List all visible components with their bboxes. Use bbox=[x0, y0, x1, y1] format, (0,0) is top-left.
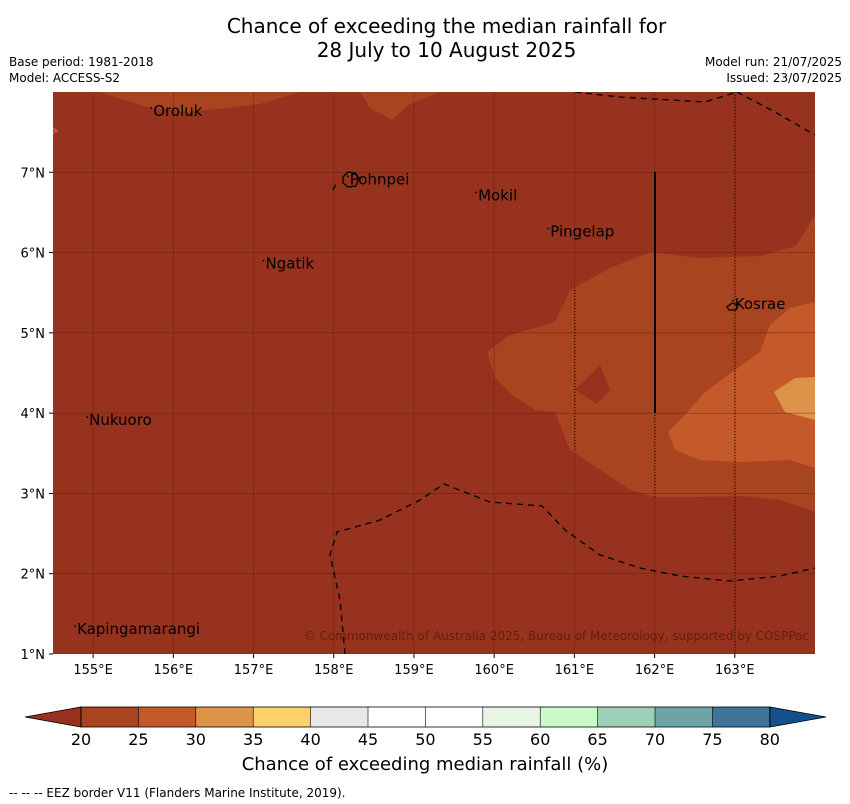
colorbar-swatch bbox=[138, 707, 196, 727]
model-name: Model: ACCESS-S2 bbox=[9, 71, 121, 85]
place-labels: Oroluk Pohnpei Mokil Pingelap Ngatik Kosrae Nu… bbox=[74, 102, 785, 638]
place-label: Ngatik bbox=[266, 255, 315, 273]
eez-border-northeast bbox=[736, 92, 815, 136]
y-tick-label: 1°N bbox=[21, 648, 46, 663]
place-label: Kapingamarangi bbox=[77, 620, 200, 638]
colorbar-tick-label: 70 bbox=[645, 730, 665, 749]
eez-footnote: -- -- -- EEZ border V11 (Flanders Marine… bbox=[9, 786, 346, 800]
place-label: Pingelap bbox=[550, 223, 614, 241]
colorbar-swatch bbox=[655, 707, 713, 727]
copyright-notice: © Commonwealth of Australia 2025, Bureau… bbox=[304, 629, 809, 643]
colorbar-tick-label: 75 bbox=[702, 730, 722, 749]
y-tick-label: 4°N bbox=[21, 407, 46, 422]
y-tick-label: 3°N bbox=[21, 487, 46, 502]
colorbar-tick-label: 60 bbox=[530, 730, 550, 749]
colorbar-swatch bbox=[368, 707, 426, 727]
place-label: Pohnpei bbox=[350, 170, 410, 188]
x-axis: 155°E 156°E 157°E 158°E 159°E 160°E 161°E 162°E… bbox=[73, 654, 755, 678]
colorbar-tick-label: 55 bbox=[473, 730, 493, 749]
colorbar-tick-label: 20 bbox=[71, 730, 91, 749]
eez-borders bbox=[329, 92, 815, 654]
colorbar-tick-label: 25 bbox=[128, 730, 148, 749]
colorbar-tick-label: 30 bbox=[186, 730, 206, 749]
colorbar-swatch bbox=[597, 707, 655, 727]
x-tick-label: 158°E bbox=[314, 663, 354, 678]
meta-left: Base period: 1981-2018 Model: ACCESS-S2 bbox=[9, 54, 154, 86]
place-label: Oroluk bbox=[153, 102, 202, 120]
colorbar-tick-label: 65 bbox=[587, 730, 607, 749]
place-marker bbox=[74, 625, 76, 627]
eez-border-north bbox=[574, 92, 738, 103]
kosrae-island-outline bbox=[726, 302, 739, 311]
field-25-30 bbox=[668, 302, 815, 468]
colorbar-swatch bbox=[482, 707, 541, 727]
colorbar-tick-label: 80 bbox=[760, 730, 780, 749]
field-30-35 bbox=[774, 377, 815, 420]
y-axis: 1°N 2°N 3°N 4°N 5°N 6°N 7°N bbox=[21, 166, 53, 663]
title-line-1: Chance of exceeding the median rainfall … bbox=[226, 14, 667, 38]
colorbar-tick-label: 45 bbox=[358, 730, 378, 749]
gridlines bbox=[53, 92, 815, 654]
place-label: Kosrae bbox=[735, 295, 786, 313]
colorbar-swatch bbox=[712, 707, 770, 727]
x-tick-label: 161°E bbox=[555, 663, 595, 678]
issued-date: Issued: 23/07/2025 bbox=[726, 71, 842, 85]
field-20-25-top-center bbox=[360, 92, 440, 120]
colorbar-over-arrow bbox=[769, 706, 827, 728]
colorbar-tick-label: 35 bbox=[243, 730, 263, 749]
x-tick-label: 155°E bbox=[73, 663, 113, 678]
map-panel: Oroluk Pohnpei Mokil Pingelap Ngatik Kosrae Nu… bbox=[53, 92, 815, 654]
model-run: Model run: 21/07/2025 bbox=[704, 55, 842, 69]
x-tick-label: 162°E bbox=[635, 663, 675, 678]
field-below-20-patch bbox=[575, 365, 610, 404]
y-tick-label: 6°N bbox=[21, 247, 46, 262]
field-20-25-top bbox=[100, 92, 300, 112]
colorbar-swatch bbox=[253, 707, 311, 727]
colorbar-swatch bbox=[310, 707, 368, 727]
map-title: Chance of exceeding the median rainfall … bbox=[0, 14, 850, 62]
x-tick-label: 156°E bbox=[154, 663, 194, 678]
place-marker bbox=[731, 299, 734, 302]
colorbar-swatch bbox=[425, 707, 483, 727]
eez-border-west-stub bbox=[332, 179, 339, 191]
place-marker bbox=[475, 191, 478, 194]
y-tick-label: 7°N bbox=[21, 166, 46, 181]
place-marker bbox=[547, 227, 550, 230]
title-line-2: 28 July to 10 August 2025 bbox=[316, 38, 577, 62]
x-tick-label: 157°E bbox=[234, 663, 274, 678]
y-tick-label: 2°N bbox=[21, 568, 46, 583]
place-marker bbox=[150, 107, 153, 109]
colorbar: 20 25 30 35 40 45 50 55 60 65 70 75 80 bbox=[24, 706, 827, 749]
colorbar-label: Chance of exceeding median rainfall (%) bbox=[241, 754, 609, 775]
x-tick-label: 163°E bbox=[715, 663, 755, 678]
colorbar-tick-label: 40 bbox=[300, 730, 320, 749]
place-label: Nukuoro bbox=[89, 411, 152, 429]
place-marker bbox=[262, 259, 265, 262]
base-period: Base period: 1981-2018 bbox=[9, 55, 154, 69]
colorbar-swatch bbox=[540, 707, 598, 727]
place-marker bbox=[346, 175, 349, 178]
x-tick-label: 160°E bbox=[474, 663, 514, 678]
colorbar-swatch bbox=[195, 707, 254, 727]
colorbar-under-arrow bbox=[24, 706, 82, 728]
west-edge-fragment bbox=[53, 127, 59, 134]
y-tick-label: 5°N bbox=[21, 327, 46, 342]
place-label: Mokil bbox=[478, 186, 517, 204]
colorbar-swatch bbox=[81, 707, 139, 727]
meta-right: Model run: 21/07/2025 Issued: 23/07/2025 bbox=[705, 54, 842, 86]
pohnpei-island-outline bbox=[342, 171, 360, 188]
colorbar-tick-label: 50 bbox=[415, 730, 435, 749]
eez-border-south bbox=[329, 483, 815, 654]
place-marker bbox=[86, 416, 88, 419]
x-tick-label: 159°E bbox=[394, 663, 434, 678]
